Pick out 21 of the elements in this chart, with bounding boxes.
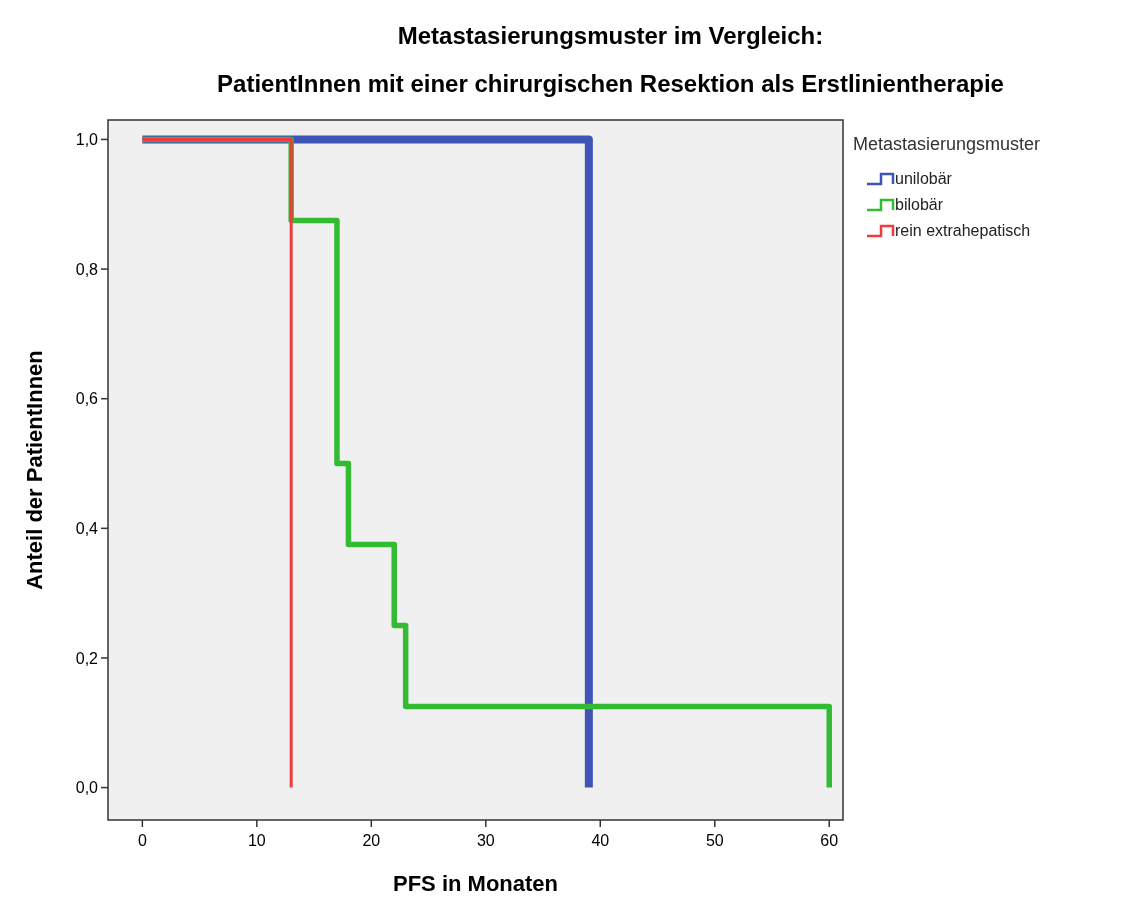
y-tick-label: 0,0 xyxy=(75,779,99,797)
x-tick-label: 10 xyxy=(247,832,266,849)
y-axis-title: Anteil der PatientInnen xyxy=(22,350,47,590)
y-tick-label: 1,0 xyxy=(75,131,99,149)
x-tick-label: 40 xyxy=(591,832,610,849)
x-axis-title: PFS in Monaten xyxy=(393,871,558,896)
x-tick-label: 0 xyxy=(137,832,147,849)
legend-label: rein extrahepatisch xyxy=(895,222,1031,239)
y-tick-label: 0,8 xyxy=(75,260,99,278)
x-tick-label: 20 xyxy=(362,832,381,849)
x-tick-label: 60 xyxy=(820,832,839,849)
chart-subtitle: PatientInnen mit einer chirurgischen Resektion als Erstlinientherapie xyxy=(217,70,1004,97)
legend-label: unilobär xyxy=(895,170,953,187)
y-tick-label: 0,2 xyxy=(75,649,99,667)
x-tick-label: 30 xyxy=(476,832,495,849)
y-tick-label: 0,4 xyxy=(75,519,99,537)
legend-title: Metastasierungsmuster xyxy=(853,134,1041,154)
x-tick-label: 50 xyxy=(705,832,724,849)
y-tick-label: 0,6 xyxy=(75,390,99,408)
legend-label: bilobär xyxy=(895,196,944,213)
chart-title: Metastasierungsmuster im Vergleich: xyxy=(397,22,824,49)
